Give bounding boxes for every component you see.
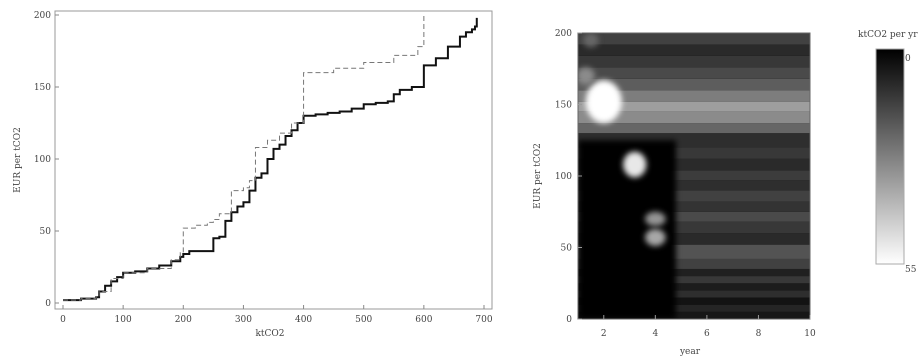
heatmap-band: [578, 147, 810, 159]
heatmap-band: [578, 67, 810, 79]
heatmap-x-tick-label: 4: [652, 329, 658, 339]
line-chart: 0 100 200 300 400 500 600 700 0 50 100 150 200 ktCO…: [13, 10, 493, 339]
heatmap-y-tick-label: 100: [555, 172, 572, 182]
heatmap-band: [578, 158, 810, 171]
heatmap-band: [578, 33, 810, 45]
x-tick-label: 600: [415, 315, 432, 325]
x-tick-label: 300: [235, 315, 252, 325]
colorbar-tick-max: 55: [905, 265, 917, 275]
heatmap-band: [578, 111, 810, 124]
heatmap-band: [578, 201, 810, 212]
heatmap-band: [578, 276, 810, 284]
heatmap-band: [578, 233, 810, 245]
x-tick-label: 400: [295, 315, 312, 325]
y-tick-label: 0: [45, 299, 51, 309]
heatmap-x-tick-label: 2: [601, 329, 607, 339]
heatmap-band: [578, 101, 810, 112]
series-dashed-line: [63, 15, 425, 301]
heatmap-x-tick-label: 6: [704, 329, 710, 339]
colorbar-tick-min: 0: [905, 54, 911, 64]
heatmap-xlabel: year: [679, 347, 701, 357]
heatmap-y-tick-label: 200: [555, 29, 572, 39]
heatmap-blob: [578, 67, 595, 85]
x-tick-label: 0: [60, 315, 66, 325]
colorbar-label: ktCO2 per yr: [858, 30, 918, 40]
heatmap-blob: [645, 228, 666, 247]
x-tick-label: 100: [115, 315, 132, 325]
heatmap-band: [578, 297, 810, 305]
heatmap-blob: [585, 80, 622, 124]
heatmap-band: [578, 78, 810, 91]
colorbar: ktCO2 per yr 0 55: [858, 30, 918, 275]
heatmap-band: [578, 123, 810, 134]
x-tick-label: 700: [475, 315, 492, 325]
heatmap-band: [578, 180, 810, 191]
heatmap-band: [578, 304, 810, 312]
heatmap-ylabel: EUR per tCO2: [533, 143, 543, 209]
colorbar-gradient: [875, 48, 905, 265]
x-tick-label: 500: [355, 315, 372, 325]
heatmap-y-tick-label: 50: [561, 244, 573, 254]
heatmap-band: [578, 283, 810, 291]
heatmap-blob: [583, 33, 599, 48]
heatmap-band: [578, 90, 810, 102]
heatmap-band: [578, 268, 810, 277]
heatmap-y-tick-label: 0: [566, 315, 572, 325]
heatmap-band: [578, 311, 810, 319]
heatmap-blob: [645, 211, 666, 227]
heatmap-band: [578, 170, 810, 181]
y-tick-label: 100: [34, 155, 51, 165]
heatmap-band: [578, 44, 810, 56]
heatmap-blob: [623, 151, 647, 178]
x-tick-label: 200: [175, 315, 192, 325]
y-tick-label: 150: [34, 83, 51, 93]
series-solid-line: [63, 17, 478, 302]
heatmap-y-tick-label: 150: [555, 101, 572, 111]
line-chart-frame: [54, 10, 493, 310]
heatmap-band: [578, 211, 810, 222]
heatmap-band: [578, 258, 810, 269]
heatmap-band: [578, 221, 810, 234]
line-chart-xlabel: ktCO2: [255, 329, 284, 339]
heatmap-band: [578, 190, 810, 202]
heatmap-chart: 2 4 6 8 10 0 50 100 150 200 year EUR per tCO2: [533, 29, 816, 357]
heatmap-band: [578, 55, 810, 68]
y-tick-label: 200: [34, 11, 51, 21]
heatmap-x-tick-label: 10: [804, 329, 816, 339]
line-chart-ylabel: EUR per tCO2: [13, 127, 23, 193]
y-tick-label: 50: [40, 227, 52, 237]
heatmap-x-tick-label: 8: [756, 329, 762, 339]
heatmap-band: [578, 290, 810, 298]
